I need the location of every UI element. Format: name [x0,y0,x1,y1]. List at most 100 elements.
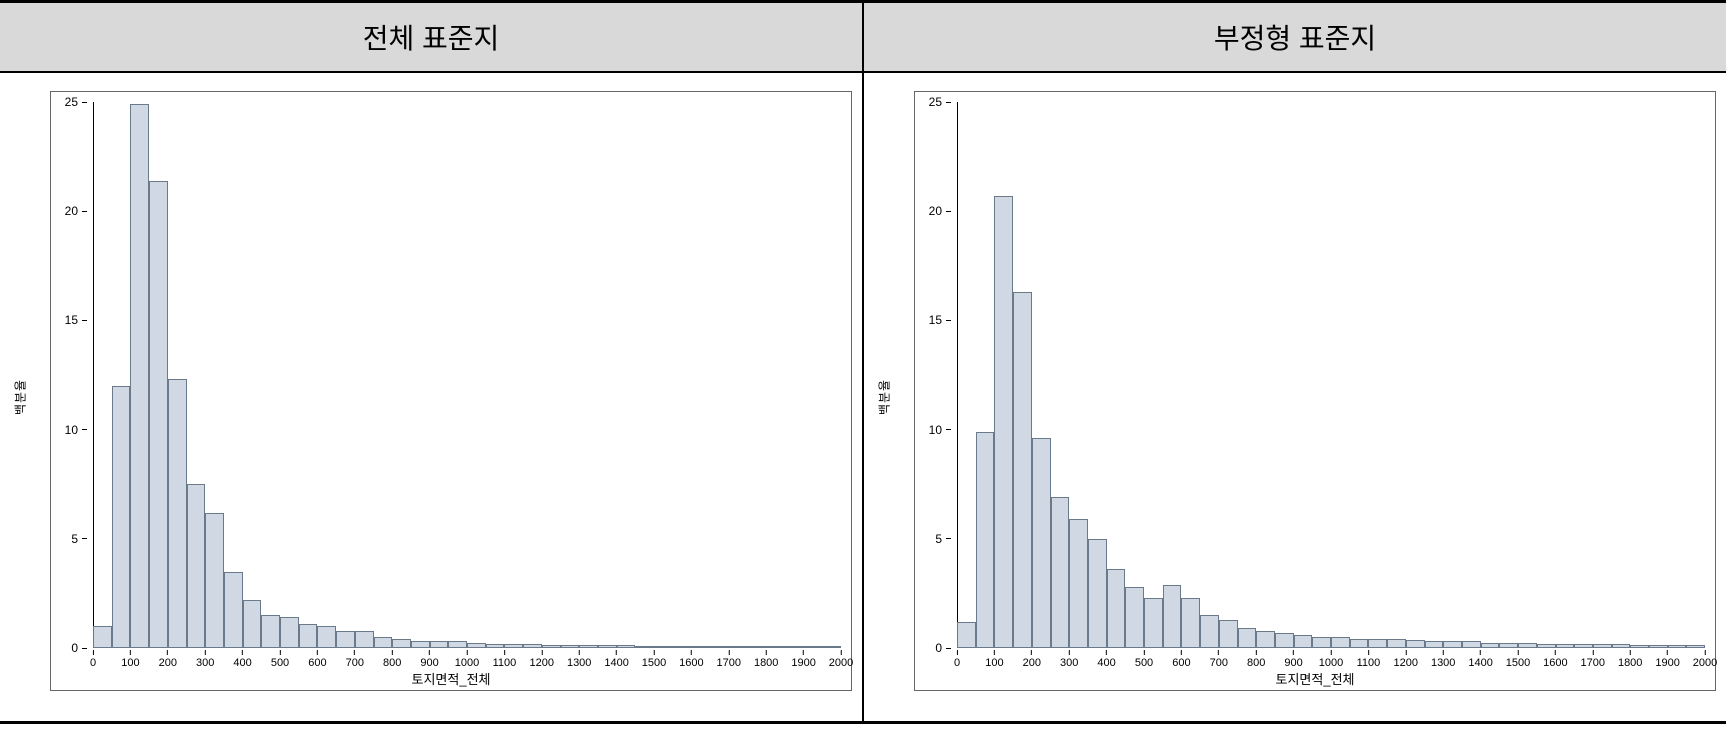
x-tick: 1900 [1655,650,1679,669]
x-tick: 1500 [1506,650,1530,669]
x-tick: 300 [1060,650,1078,669]
y-axis-title-right: 백분율 [876,379,893,415]
x-tick-label: 1600 [1543,657,1567,669]
histogram-bar [112,386,131,648]
x-tick: 0 [90,650,96,669]
histogram-bar [1556,644,1575,648]
x-tick-label: 200 [159,657,177,669]
x-tick: 1100 [493,650,517,669]
histogram-bar [1518,643,1537,648]
plot-area-right [957,102,1705,648]
x-tick-mark [242,650,243,655]
x-tick-label: 100 [121,657,139,669]
x-tick-label: 300 [1060,657,1078,669]
x-tick-label: 1300 [567,657,591,669]
x-tick-mark [1667,650,1668,655]
histogram-bar [411,641,430,648]
histogram-bar [1200,615,1219,648]
y-tick-mark [82,538,87,539]
y-tick: 15 [47,313,87,327]
x-tick: 300 [196,650,214,669]
histogram-bar [1406,640,1425,648]
y-tick-label: 10 [65,423,78,437]
bars-right [957,102,1705,648]
histogram-bar [1088,539,1107,648]
x-tick: 2000 [829,650,853,669]
histogram-bar [1630,645,1649,648]
x-tick-mark [840,650,841,655]
y-tick: 0 [911,641,951,655]
histogram-bar [1181,598,1200,648]
histogram-bar [1219,620,1238,648]
histogram-bar [1425,641,1444,648]
histogram-bar [1294,635,1313,648]
x-tick: 1300 [1431,650,1455,669]
x-tick-label: 1800 [1618,657,1642,669]
x-tick-label: 1400 [604,657,628,669]
body-row: 백분율 0510152025 0100200300400500600700800… [0,73,1726,721]
x-tick: 200 [1023,650,1041,669]
y-tick: 25 [911,95,951,109]
x-tick-mark [579,650,580,655]
x-tick-label: 2000 [829,657,853,669]
panel-right: 백분율 0510152025 0100200300400500600700800… [864,73,1726,721]
x-tick-label: 800 [1247,657,1265,669]
x-tick-mark [1106,650,1107,655]
x-tick-label: 1300 [1431,657,1455,669]
histogram-bar [561,645,580,648]
y-axis-title-left: 백분율 [12,379,29,415]
x-tick-label: 300 [196,657,214,669]
histogram-bar [392,639,411,648]
y-tick-label: 10 [929,423,942,437]
y-tick: 20 [47,204,87,218]
y-tick-mark [946,102,951,103]
histogram-bar [1593,644,1612,648]
x-tick: 1200 [1394,650,1418,669]
y-tick: 5 [47,532,87,546]
y-tick-label: 15 [929,313,942,327]
x-tick-mark [1405,650,1406,655]
x-tick-mark [1704,650,1705,655]
x-axis-title-left: 토지면적_전체 [51,669,851,688]
histogram-bar [205,513,224,648]
x-tick-label: 1500 [1506,657,1530,669]
x-tick-label: 800 [383,657,401,669]
x-tick-label: 400 [1097,657,1115,669]
x-tick-mark [541,650,542,655]
y-tick-mark [82,320,87,321]
histogram-bar [430,641,449,648]
x-tick: 900 [420,650,438,669]
bars-left [93,102,841,648]
x-tick-mark [1517,650,1518,655]
histogram-bar [1649,645,1668,648]
histogram-bar [654,646,673,648]
x-tick-label: 2000 [1693,657,1717,669]
histogram-bar [1612,644,1631,648]
x-tick-label: 600 [1172,657,1190,669]
x-tick: 1500 [642,650,666,669]
chart-left: 0510152025 01002003004005006007008009001… [50,91,852,691]
x-tick-label: 700 [346,657,364,669]
x-tick-mark [279,650,280,655]
x-tick-label: 1200 [1394,657,1418,669]
y-tick-label: 20 [929,204,942,218]
x-tick: 1900 [791,650,815,669]
histogram-bar [1387,639,1406,648]
x-tick-label: 700 [1210,657,1228,669]
x-tick-label: 900 [1284,657,1302,669]
histogram-bar [1163,585,1182,648]
histogram-bar [224,572,243,648]
histogram-bar [261,615,280,648]
x-tick-mark [1031,650,1032,655]
x-tick-mark [1330,650,1331,655]
histogram-bar [504,644,523,648]
x-tick: 500 [271,650,289,669]
x-tick: 1800 [1618,650,1642,669]
x-tick-label: 500 [1135,657,1153,669]
x-tick-label: 1700 [1581,657,1605,669]
x-tick: 0 [954,650,960,669]
y-tick-label: 25 [929,95,942,109]
x-tick: 1000 [1319,650,1343,669]
x-tick: 400 [1097,650,1115,669]
x-tick-label: 0 [954,657,960,669]
